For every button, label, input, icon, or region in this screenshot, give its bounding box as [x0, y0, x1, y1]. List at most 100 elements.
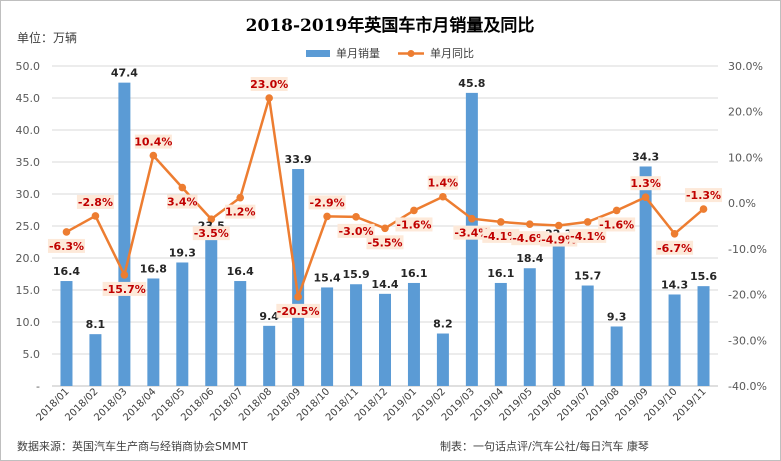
line-label-bg — [366, 235, 404, 250]
line-label-bg — [76, 194, 114, 209]
line-data-label: -3.0% — [339, 225, 374, 238]
bar — [523, 268, 536, 386]
line-label-bg — [569, 228, 607, 243]
bar-data-label: 16.8 — [140, 262, 167, 275]
unit-label: 单位：万辆 — [17, 30, 77, 45]
bar-data-label: 14.4 — [371, 278, 398, 291]
bar — [234, 281, 247, 386]
line-label-bg — [102, 281, 147, 296]
line-data-label: -4.9% — [541, 234, 576, 247]
source-note: 数据来源：英国汽车生产商与经销商协会SMMT — [17, 439, 248, 453]
line-label-bg — [685, 188, 723, 203]
bar — [436, 333, 449, 386]
bar-data-label: 45.8 — [458, 77, 485, 90]
line-data-label: 1.4% — [428, 177, 459, 190]
y-right-tick-label: -20.0% — [728, 289, 767, 302]
y-left-tick-label: 20.0 — [16, 252, 41, 265]
line-data-label: -1.3% — [686, 189, 721, 202]
line-data-label: -15.7% — [103, 283, 146, 296]
bar-data-label: 8.2 — [433, 318, 453, 331]
line-data-label: -6.7% — [657, 242, 692, 255]
bar — [60, 281, 73, 386]
bar — [147, 278, 160, 386]
gridlines — [52, 65, 718, 387]
line-label-bg — [250, 77, 288, 91]
y-left-tick-label: 15.0 — [16, 284, 41, 297]
line-label-bg — [598, 217, 636, 232]
line-data-label: 1.3% — [630, 177, 661, 190]
bar — [89, 334, 102, 386]
line-point — [699, 205, 708, 213]
line-point — [439, 192, 447, 201]
y-left-tick-label: 50.0 — [16, 60, 41, 73]
line-point — [525, 220, 534, 228]
bar — [639, 166, 652, 386]
bar — [118, 82, 131, 386]
line-label-bg — [276, 303, 320, 318]
line-data-label: -20.5% — [277, 305, 320, 318]
bar-data-label: 9.3 — [607, 310, 627, 323]
line-label-bg — [511, 231, 549, 246]
bar-data-label: 9.4 — [259, 310, 279, 323]
line-data-label: -2.9% — [310, 196, 345, 209]
bar-data-label: 16.1 — [400, 267, 427, 280]
line-data-label: -1.6% — [599, 218, 634, 231]
bar-data-label: 15.7 — [574, 270, 601, 283]
line-data-label: -1.6% — [396, 218, 431, 231]
bar — [321, 287, 334, 386]
bar-data-label: 14.3 — [661, 278, 688, 291]
bar-data-label: 16.4 — [53, 265, 80, 278]
bar — [263, 325, 276, 386]
legend-marker-line — [407, 50, 415, 57]
line-point — [120, 271, 129, 279]
bar-data-label: 18.4 — [516, 252, 543, 265]
y-right-tick-label: 10.0% — [728, 151, 763, 164]
line-data-label: 23.0% — [250, 78, 288, 91]
line-point — [236, 193, 245, 202]
y-right-tick-label: 0.0% — [728, 197, 756, 210]
bar — [494, 282, 507, 386]
line-label-bg — [308, 195, 346, 210]
credit-note: 制表：一句话点评/汽车公社/每日汽车 康琴 — [440, 439, 649, 453]
line-data-label: -4.6% — [512, 232, 547, 245]
data-labels: 16.48.147.416.819.323.516.49.433.915.4 15… — [47, 67, 723, 331]
bar-data-label: 33.9 — [285, 153, 312, 166]
bar — [176, 262, 189, 386]
line-label-bg — [395, 217, 433, 232]
y-left-tick-label: 45.0 — [16, 92, 41, 105]
line-data-label: -5.5% — [367, 236, 402, 249]
bar-data-label: 19.3 — [169, 246, 196, 259]
y-left-tick-label: - — [36, 380, 40, 393]
line-data-label: -3.5% — [194, 227, 229, 240]
line-label-bg — [225, 204, 256, 219]
y-right-tick-label: 20.0% — [728, 106, 763, 119]
line-data-label: 10.4% — [134, 136, 172, 149]
legend-swatch-bar — [306, 50, 330, 57]
line-label-bg — [656, 240, 694, 255]
y-right-tick-label: -30.0% — [728, 334, 767, 347]
bar — [581, 285, 594, 386]
chart-title: 2018-2019年英国车市月销量及同比 — [246, 15, 535, 36]
legend-label-line: 单月同比 — [430, 47, 474, 60]
bar-data-label: 8.1 — [86, 318, 106, 331]
bar — [350, 284, 363, 386]
y-right-tick-label: -10.0% — [728, 243, 767, 256]
line-point — [497, 218, 505, 226]
line-point — [149, 151, 158, 160]
bar-data-label: 47.4 — [111, 67, 138, 80]
y-left-tick-label: 35.0 — [16, 156, 41, 169]
line-point — [91, 212, 100, 220]
line-point — [583, 218, 592, 226]
line-point — [612, 206, 621, 215]
line-label-bg — [540, 232, 578, 247]
line-label-bg — [134, 134, 172, 149]
line-data-label: -3.4% — [454, 227, 489, 240]
line-data-label: -6.3% — [49, 240, 84, 253]
y-left-tick-label: 25.0 — [16, 220, 41, 233]
bar — [205, 235, 218, 386]
bar-data-label: 16.4 — [227, 265, 254, 278]
line-data-label: 1.2% — [225, 206, 256, 219]
bar — [697, 286, 710, 386]
legend-label-bar: 单月销量 — [336, 46, 380, 60]
line-point — [323, 212, 331, 221]
